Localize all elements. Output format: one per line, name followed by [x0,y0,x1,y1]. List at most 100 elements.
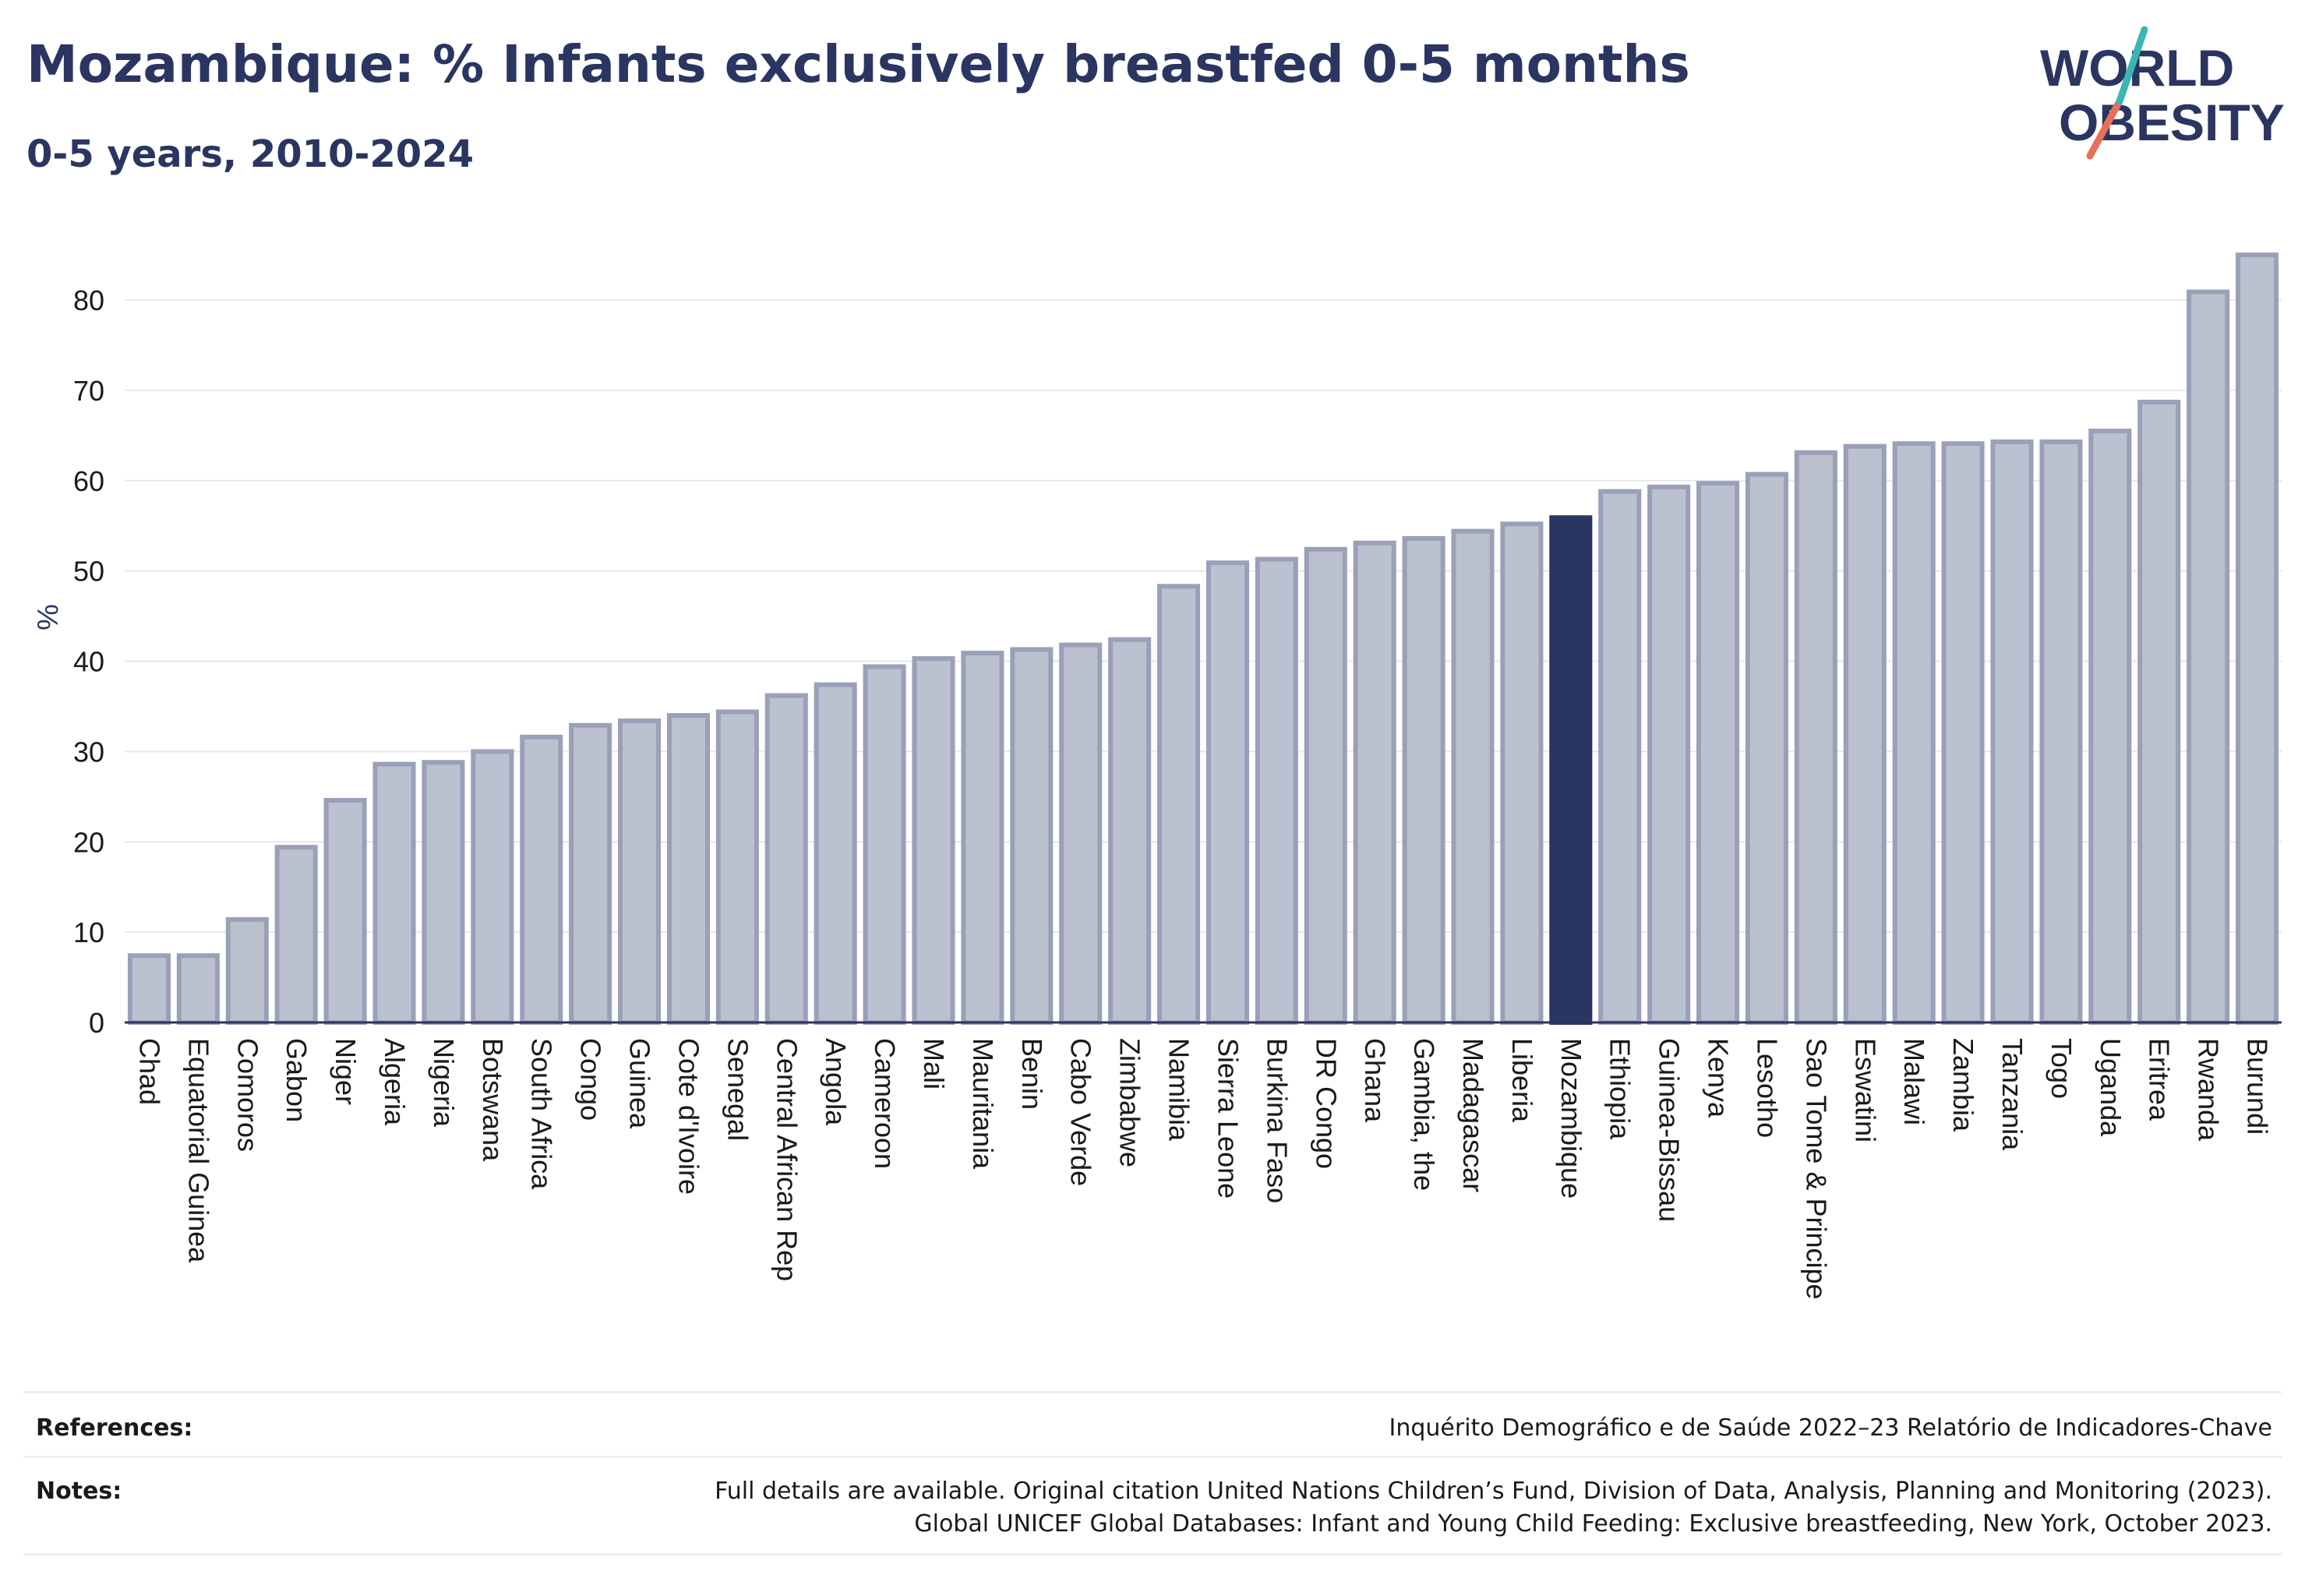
bar [1941,441,1985,1025]
x-tick-label: Senegal [722,1038,754,1141]
bar [1108,637,1152,1025]
y-tick-label: 0 [89,1007,104,1039]
notes-label: Notes: [36,1478,122,1505]
x-tick-label: Eritrea [2144,1038,2176,1121]
x-tick-label: Sao Tome & Principe [1800,1038,1832,1300]
bar [422,760,465,1026]
bar [176,953,220,1025]
x-tick-label: Congo [575,1038,607,1121]
bar [764,693,808,1025]
x-tick-label: Cote d'Ivoire [672,1038,704,1195]
x-tick-label: Botswana [477,1038,509,1162]
bar [1304,546,1347,1025]
x-tick-label: Algeria [379,1038,411,1126]
bar [2039,439,2083,1025]
bar [1843,443,1887,1025]
x-tick-label: Sierra Leone [1212,1038,1244,1199]
bar [1794,450,1837,1025]
x-tick-label: Togo [2046,1038,2077,1099]
x-tick-label: Uganda [2095,1038,2127,1137]
bar [1696,481,1740,1025]
y-tick-label: 80 [73,284,104,316]
bar [274,845,318,1026]
bar [1205,560,1249,1025]
x-tick-label: Gabon [281,1038,312,1122]
bar [323,797,367,1025]
notes-line-1: Full details are available. Original cit… [715,1478,2272,1505]
x-tick-label: Cabo Verde [1065,1038,1097,1186]
bar [127,953,171,1025]
x-tick-label: Madagascar [1457,1038,1489,1192]
notes-line-2: Global UNICEF Global Databases: Infant a… [914,1510,2272,1538]
x-tick-label: Rwanda [2193,1038,2225,1142]
x-tick-label: Liberia [1506,1038,1538,1123]
bar [912,656,955,1025]
x-tick-label: Niger [330,1038,362,1105]
bar [618,718,662,1025]
y-tick-label: 60 [73,465,104,497]
bar [1353,540,1396,1025]
x-tick-label: Angola [820,1038,852,1126]
references-text: Inquérito Demográfico e de Saúde 2022–23… [1389,1414,2272,1442]
logo-slash-coral [2086,97,2123,160]
x-tick-label: Zambia [1947,1038,1979,1132]
bar [1647,484,1691,1025]
x-tick-label: Chad [133,1038,165,1105]
x-tick-label: Guinea [624,1038,656,1129]
x-tick-label: Ghana [1359,1038,1391,1123]
bar [2088,429,2132,1025]
y-tick-label: 20 [73,826,104,858]
x-tick-label: Ethiopia [1604,1038,1636,1140]
x-tick-label: Malawi [1898,1038,1930,1125]
x-tick-label: South Africa [526,1038,558,1190]
bar [666,713,710,1026]
x-tick-label: Burkina Faso [1261,1038,1293,1203]
bar [1255,556,1298,1025]
bar [1598,489,1642,1025]
x-tick-label: Equatorial Guinea [182,1038,214,1263]
x-tick-label: Namibia [1163,1038,1195,1142]
chart-title: Mozambique: % Infants exclusively breast… [26,34,1690,94]
bar [814,682,857,1025]
bar [225,916,269,1025]
y-tick-label: 40 [73,646,104,678]
y-tick-label: 30 [73,736,104,768]
x-tick-label: Mauritania [967,1038,999,1170]
x-tick-label: Benin [1016,1038,1048,1110]
x-tick-label: Guinea-Bissau [1654,1038,1686,1222]
footer-divider-bottom [23,1553,2282,1555]
x-tick-label: Kenya [1703,1038,1735,1118]
bar [863,664,906,1025]
x-tick-label: Cameroon [869,1038,901,1169]
footer-divider-middle [23,1456,2282,1458]
bar [2187,289,2230,1026]
x-tick-label: Comoros [231,1038,263,1152]
logo-slash-teal [2116,26,2148,105]
bar [1745,471,1788,1025]
y-axis-label: % [32,604,65,630]
x-tick-label: Central African Rep [771,1038,803,1281]
bar [1990,439,2034,1025]
x-tick-label: Burundi [2242,1038,2274,1135]
bar [1010,647,1054,1026]
x-tick-label: Tanzania [1996,1038,2028,1151]
bar [1500,521,1544,1025]
bar [1451,528,1495,1025]
references-label: References: [36,1414,193,1442]
y-tick-label: 70 [73,375,104,407]
bar [372,761,416,1025]
axes: 0 10 20 30 40 50 60 70 80 Chad Equatorial Guinea Co… [73,284,2282,1300]
x-tick-label: Nigeria [428,1038,460,1128]
x-tick-label: Mozambique [1555,1038,1587,1199]
x-tick-label: Lesotho [1751,1038,1783,1138]
x-tick-label: Eswatini [1849,1038,1881,1142]
bar [1402,535,1445,1025]
x-tick-label: Zimbabwe [1114,1038,1146,1167]
bar [471,749,514,1025]
x-tick-label: Gambia, the [1408,1038,1440,1191]
bar [2236,252,2279,1025]
bar [1059,642,1103,1026]
bar [2137,399,2181,1025]
world-obesity-logo: WORLD OBESITY [2040,26,2285,160]
chart-subtitle: 0-5 years, 2010-2024 [26,132,474,176]
